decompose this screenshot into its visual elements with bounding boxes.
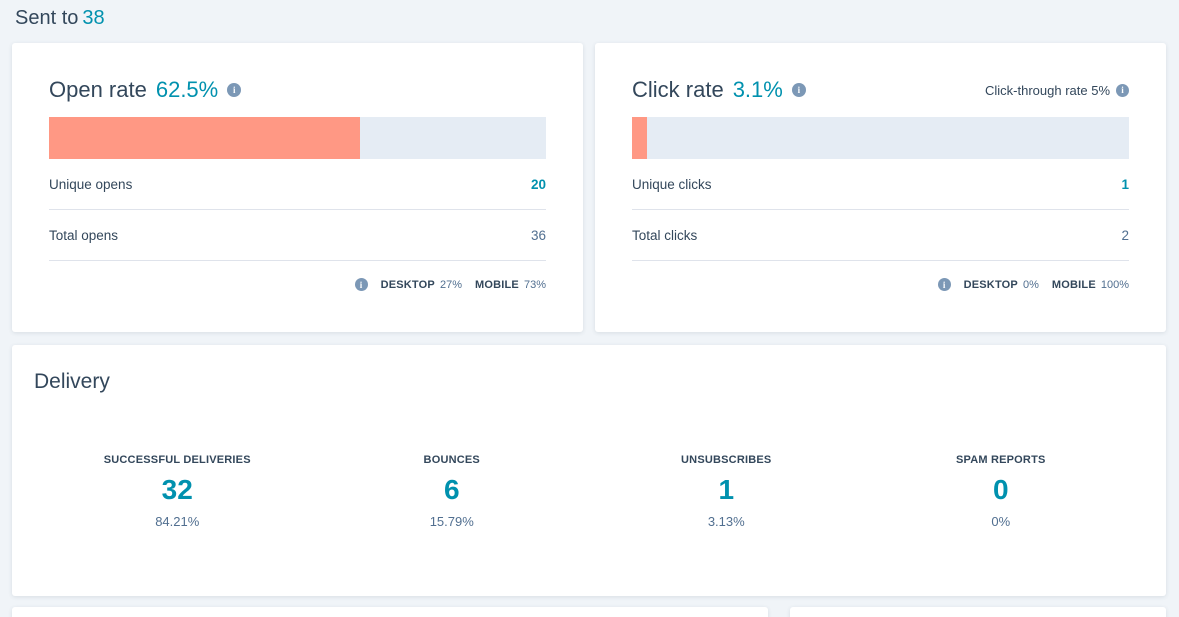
click-rate-card: Click rate 3.1% i Click-through rate 5% … xyxy=(595,43,1166,332)
delivery-stats-row: SUCCESSFUL DELIVERIES 32 84.21% BOUNCES … xyxy=(12,454,1166,529)
info-icon[interactable]: i xyxy=(354,278,368,291)
successful-deliveries-label: SUCCESSFUL DELIVERIES xyxy=(103,454,251,466)
desktop-label: DESKTOP xyxy=(380,278,435,291)
click-device-breakdown: i DESKTOP 0% MOBILE 100% xyxy=(632,278,1129,291)
open-rate-title-row: Open rate 62.5% i xyxy=(49,76,546,104)
sent-to-count[interactable]: 38 xyxy=(82,7,105,29)
bounces-value: 6 xyxy=(443,474,460,505)
open-rate-stats: Unique opens 20 Total opens 36 xyxy=(49,159,546,261)
total-opens-value: 36 xyxy=(530,227,546,243)
click-rate-title: Click rate 3.1% i xyxy=(632,77,806,103)
unsubscribes-stat: UNSUBSCRIBES 1 3.13% xyxy=(589,454,864,529)
click-rate-bar-fill xyxy=(632,117,648,159)
spam-reports-stat: SPAM REPORTS 0 0% xyxy=(864,454,1139,529)
open-rate-card: Open rate 62.5% i Unique opens 20 Total … xyxy=(12,43,583,332)
click-through-rate: Click-through rate 5% i xyxy=(985,83,1129,98)
mobile-value: 100% xyxy=(1100,278,1129,291)
open-rate-value: 62.5% xyxy=(155,77,219,102)
total-opens-row: Total opens 36 xyxy=(49,210,546,261)
info-icon[interactable]: i xyxy=(1116,83,1129,97)
info-icon[interactable]: i xyxy=(227,83,242,97)
unique-clicks-row: Unique clicks 1 xyxy=(632,159,1129,210)
unique-opens-row: Unique opens 20 xyxy=(49,159,546,210)
open-rate-bar xyxy=(49,117,546,159)
mobile-label: MOBILE xyxy=(1051,278,1096,291)
mobile-label: MOBILE xyxy=(474,278,519,291)
total-clicks-row: Total clicks 2 xyxy=(632,210,1129,261)
delivery-title: Delivery xyxy=(34,370,110,393)
desktop-value: 27% xyxy=(439,278,462,291)
unsubscribes-value: 1 xyxy=(718,474,735,505)
successful-deliveries-stat: SUCCESSFUL DELIVERIES 32 84.21% xyxy=(40,454,315,529)
spam-reports-value: 0 xyxy=(992,474,1009,505)
open-rate-bar-fill xyxy=(49,117,360,159)
click-rate-value: 3.1% xyxy=(732,77,783,102)
desktop-label: DESKTOP xyxy=(963,278,1018,291)
unsubscribes-label: UNSUBSCRIBES xyxy=(681,454,772,466)
spam-reports-label: SPAM REPORTS xyxy=(955,454,1046,466)
open-device-breakdown: i DESKTOP 27% MOBILE 73% xyxy=(49,278,546,291)
open-rate-label: Open rate xyxy=(49,77,147,102)
successful-deliveries-value: 32 xyxy=(161,474,193,505)
unique-clicks-label: Unique clicks xyxy=(632,176,712,192)
click-rate-title-row: Click rate 3.1% i Click-through rate 5% … xyxy=(632,76,1129,104)
info-icon[interactable]: i xyxy=(791,83,806,97)
desktop-value: 0% xyxy=(1022,278,1039,291)
unique-clicks-value[interactable]: 1 xyxy=(1121,176,1129,192)
next-cards-peek-row xyxy=(12,607,1166,617)
click-rate-bar xyxy=(632,117,1129,159)
bounces-label: BOUNCES xyxy=(423,454,480,466)
sent-to-label: Sent to xyxy=(15,7,79,29)
click-through-rate-label: Click-through rate 5% xyxy=(985,82,1110,98)
unsubscribes-percent: 3.13% xyxy=(707,514,745,529)
unique-opens-value[interactable]: 20 xyxy=(530,176,546,192)
click-rate-stats: Unique clicks 1 Total clicks 2 xyxy=(632,159,1129,261)
mobile-value: 73% xyxy=(523,278,546,291)
next-card-right-top xyxy=(790,607,1166,617)
sent-to-header: Sent to 38 xyxy=(0,0,1179,30)
total-clicks-value: 2 xyxy=(1121,227,1129,243)
delivery-card: Delivery SUCCESSFUL DELIVERIES 32 84.21%… xyxy=(12,345,1166,596)
next-card-left-top xyxy=(12,607,768,617)
total-clicks-label: Total clicks xyxy=(632,227,698,243)
rate-cards-row: Open rate 62.5% i Unique opens 20 Total … xyxy=(12,43,1166,332)
open-rate-title: Open rate 62.5% i xyxy=(49,77,242,103)
spam-reports-percent: 0% xyxy=(991,514,1011,529)
bounces-stat: BOUNCES 6 15.79% xyxy=(315,454,590,529)
total-opens-label: Total opens xyxy=(49,227,119,243)
click-rate-label: Click rate xyxy=(632,77,724,102)
bounces-percent: 15.79% xyxy=(429,514,474,529)
info-icon[interactable]: i xyxy=(937,278,951,291)
unique-opens-label: Unique opens xyxy=(49,176,133,192)
successful-deliveries-percent: 84.21% xyxy=(155,514,200,529)
